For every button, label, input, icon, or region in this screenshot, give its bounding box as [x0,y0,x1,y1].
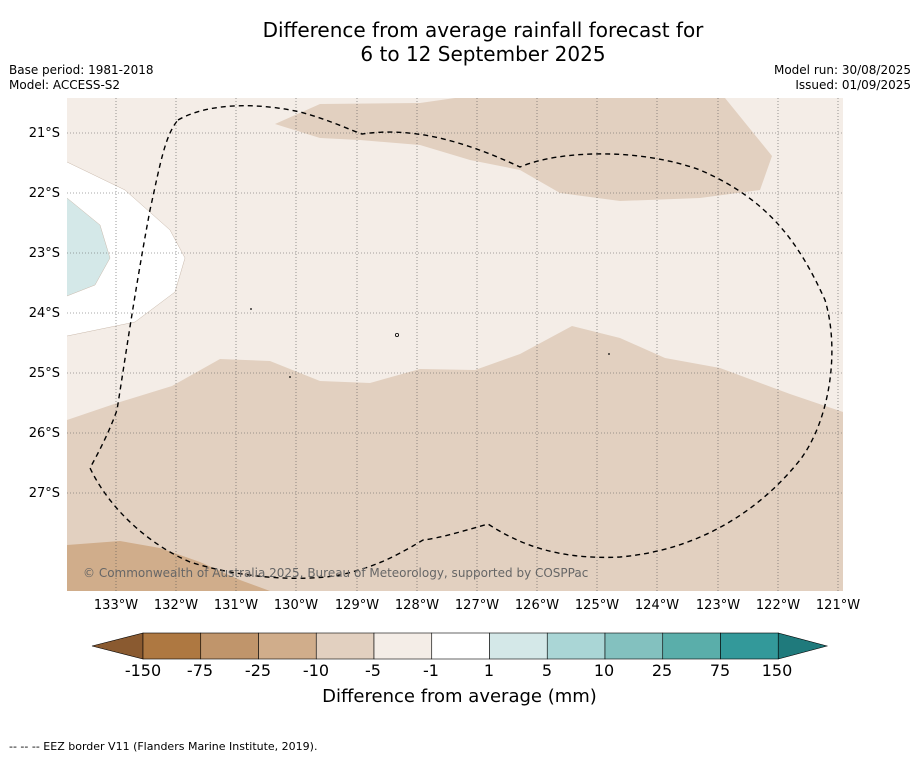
colorbar-tick: 75 [709,661,731,680]
colorbar-tick: -5 [365,661,381,680]
model-name: Model: ACCESS-S2 [9,78,121,92]
lon-label: 124°W [634,598,680,613]
colorbar-tick: -75 [186,661,214,680]
colorbar-tick: -1 [423,661,439,680]
lon-label: 121°W [815,598,861,613]
colorbar-tick: 25 [651,661,673,680]
colorbar-tick: 5 [541,661,553,680]
lon-label: 123°W [695,598,741,613]
island-mark [608,353,610,355]
issued-date: Issued: 01/09/2025 [795,78,911,92]
island-marks [250,308,610,378]
lat-label: 27°S [28,486,60,501]
colorbar-swatch [431,632,490,660]
lon-label: 122°W [755,598,801,613]
contour-lines [67,161,186,337]
island-mark [250,308,252,310]
island-mark [394,332,399,337]
copyright: © Commonwealth of Australia 2025, Bureau… [83,566,588,580]
lon-label: 125°W [574,598,620,613]
colorbar-tick: -150 [124,661,162,680]
lat-label: 24°S [28,306,60,321]
lat-label: 23°S [28,246,60,261]
colorbar-swatch [546,632,606,660]
colorbar-tick: 10 [593,661,615,680]
colorbar-tick: -25 [244,661,272,680]
graticule [67,98,843,591]
lon-label: 126°W [514,598,560,613]
colorbar-swatch [604,632,664,660]
base-period: Base period: 1981-2018 [9,63,154,77]
lon-label: 133°W [93,598,139,613]
region-minus25-minus10 [67,541,270,591]
eez-footnote: -- -- -- EEZ border V11 (Flanders Marine… [9,740,318,753]
model-run: Model run: 30/08/2025 [773,63,911,77]
colorbar [91,632,829,660]
map-area [67,98,843,591]
meta-right: Model run: 30/08/2025 Issued: 01/09/2025 [774,63,911,93]
region-minus10-minus5-north [275,98,772,201]
colorbar-arrow-low [91,632,144,660]
lon-label: 128°W [394,598,440,613]
title-line-1: Difference from average rainfall forecas… [262,18,704,42]
lon-label: 130°W [273,598,319,613]
colorbar-swatch [720,632,779,660]
colorbar-swatch [258,632,317,660]
eez-border [89,105,833,580]
colorbar-swatch [662,632,721,660]
lat-label: 26°S [28,426,60,441]
island-mark [289,376,291,378]
colorbar-swatch [315,632,375,660]
colorbar-swatch [142,632,202,660]
colorbar-swatch [489,632,548,660]
lon-label: 131°W [213,598,259,613]
title-line-2: 6 to 12 September 2025 [360,42,606,66]
region-minus1-1 [67,162,185,336]
meta-left: Base period: 1981-2018 Model: ACCESS-S2 [9,63,154,93]
lon-label: 129°W [334,598,380,613]
lat-label: 25°S [28,366,60,381]
colorbar-tick: -10 [302,661,330,680]
colorbar-swatch [373,632,433,660]
lon-label: 132°W [153,598,199,613]
region-minus10-minus5-south [67,326,843,591]
lat-label: 21°S [28,126,60,141]
colorbar-swatch [200,632,259,660]
colorbar-tick: 150 [761,661,793,680]
colorbar-tick: 1 [483,661,495,680]
map-title: Difference from average rainfall forecas… [0,18,919,66]
lat-label: 22°S [28,186,60,201]
colorbar-arrow-high [777,632,829,660]
lon-label: 127°W [454,598,500,613]
region-1-5 [67,198,110,296]
colorbar-label: Difference from average (mm) [322,686,597,707]
